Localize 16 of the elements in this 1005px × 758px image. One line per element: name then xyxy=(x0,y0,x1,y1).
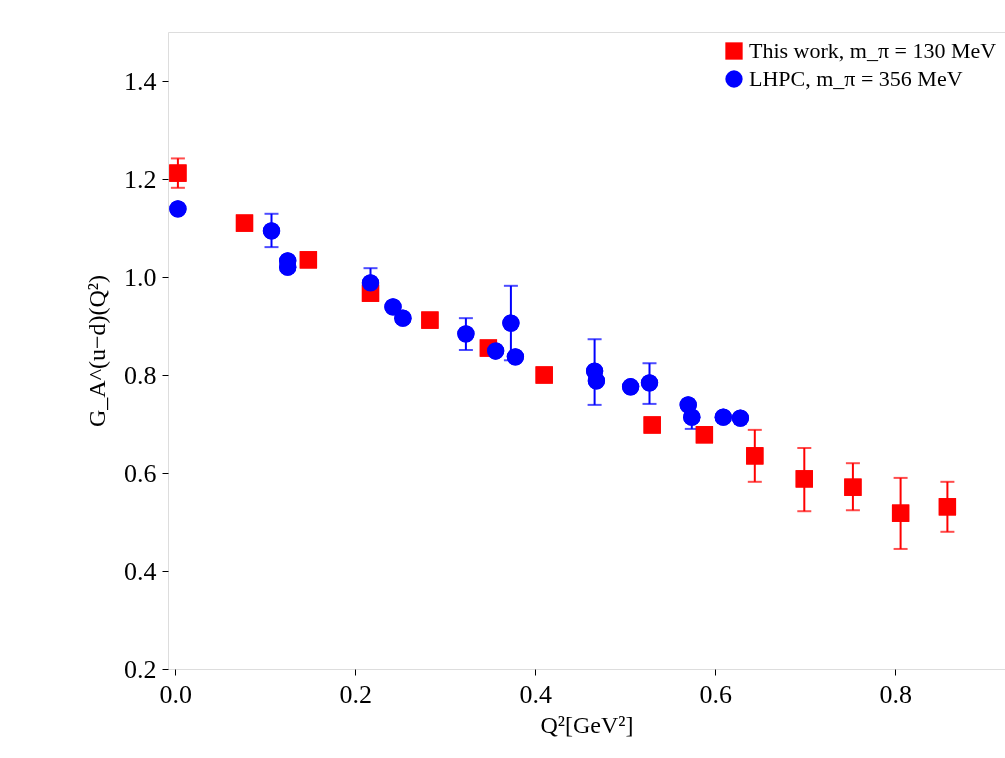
y-tick-label: 0.8 xyxy=(124,360,157,390)
y-axis-title: G_A^(u−d)(Q²) xyxy=(84,275,110,427)
x-tick-label: 0.0 xyxy=(159,679,192,709)
x-tick-label: 0.8 xyxy=(879,679,912,709)
x-tick-label: 0.2 xyxy=(339,679,372,709)
x-tick-label: 0.6 xyxy=(699,679,732,709)
y-tick-label: 1.0 xyxy=(124,262,157,292)
y-tick-label: 1.2 xyxy=(124,164,157,194)
y-tick-label: 1.4 xyxy=(124,66,157,96)
y-tick-label: 0.6 xyxy=(124,458,157,488)
legend-label: LHPC, m_π = 356 MeV xyxy=(749,66,963,91)
x-tick-label: 0.4 xyxy=(519,679,552,709)
legend-label: This work, m_π = 130 MeV xyxy=(749,38,997,63)
x-axis-title: Q²[GeV²] xyxy=(540,711,634,738)
y-tick-label: 0.4 xyxy=(124,556,157,586)
y-tick-label: 0.2 xyxy=(124,654,157,684)
